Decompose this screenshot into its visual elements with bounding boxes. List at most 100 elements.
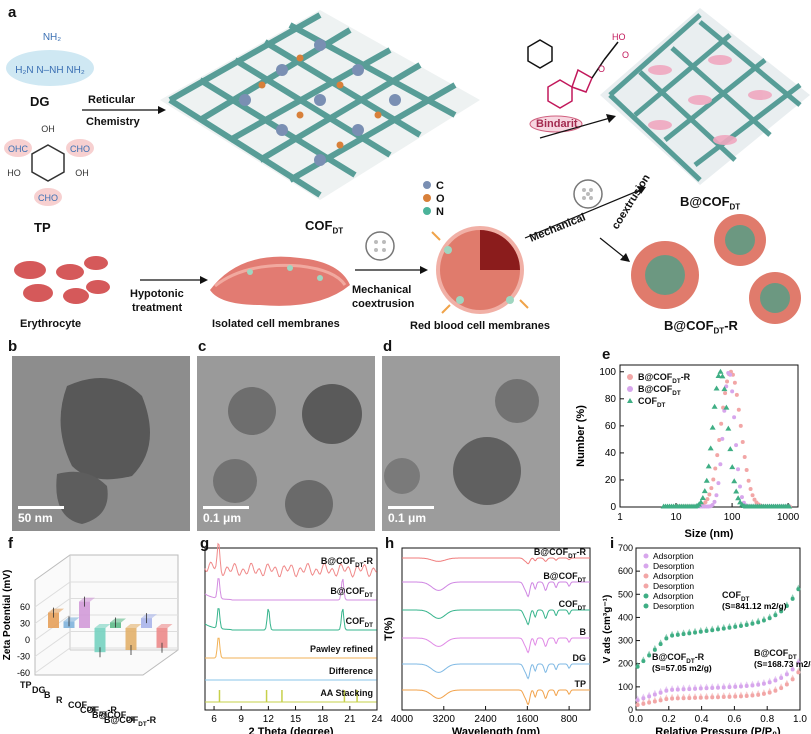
bar <box>79 601 90 628</box>
x-tick-label: 2400 <box>474 714 497 725</box>
data-point <box>732 415 737 420</box>
chart-e: 1 10 100 1000 0 20 40 60 80 100 Size (nm) Number (%… <box>575 364 800 540</box>
data-point <box>738 423 743 428</box>
data-point <box>719 373 726 379</box>
panel-label-i: i <box>610 535 615 552</box>
x-tick-label: 21 <box>344 714 356 725</box>
data-point <box>713 466 718 471</box>
series-label: DG <box>573 653 587 663</box>
data-point <box>641 693 646 698</box>
data-point <box>756 690 761 695</box>
category-label: COFDT <box>68 700 96 713</box>
data-point <box>703 500 708 505</box>
data-point <box>681 693 686 698</box>
series-line <box>402 689 590 706</box>
x-tick-label: 15 <box>290 714 302 725</box>
data-point <box>790 594 795 599</box>
x-tick-label: 1.0 <box>793 714 807 725</box>
data-point <box>670 630 675 635</box>
reticular-label: Reticular <box>88 94 136 106</box>
y-axis-label: V ads (cm³g⁻¹) <box>602 595 613 664</box>
chart-g: 6 9 12 15 18 21 24 2 Theta (degree) B@COFDT-R B@C… <box>204 542 383 734</box>
data-point <box>675 693 680 698</box>
data-point <box>750 493 755 498</box>
data-point <box>711 403 718 409</box>
chart-i: 0.0 0.2 0.4 0.6 0.8 1.0 0 100 200 300 400 500 600 700… <box>602 543 811 734</box>
data-point <box>652 689 657 694</box>
isolated-membranes <box>210 256 350 306</box>
data-point <box>734 392 739 397</box>
svg-text:CHO: CHO <box>38 193 58 203</box>
panel-label-g: g <box>200 535 210 552</box>
data-point <box>703 477 710 483</box>
erythrocyte-label: Erythrocyte <box>20 318 82 330</box>
legend-marker <box>627 398 633 403</box>
y-tick-label: 0 <box>628 705 633 715</box>
data-point <box>647 650 652 655</box>
data-point <box>730 389 735 394</box>
data-point <box>635 695 640 700</box>
data-point <box>720 436 725 441</box>
data-point <box>731 478 738 484</box>
legend-label: Adsorption <box>653 571 694 581</box>
x-tick-label: 6 <box>211 714 217 725</box>
legend-marker <box>643 593 649 599</box>
series-label: AA Stacking <box>320 688 373 698</box>
bar-top <box>94 624 111 628</box>
data-point <box>652 645 657 650</box>
data-point <box>705 463 712 469</box>
y-tick-label: 700 <box>618 543 633 553</box>
data-point <box>733 488 740 494</box>
series-line <box>402 581 590 598</box>
y-tick-label: 400 <box>618 612 633 622</box>
data-point <box>713 385 720 391</box>
data-point <box>727 446 734 452</box>
grid-line <box>34 631 71 657</box>
y-tick-label: 60 <box>605 421 617 432</box>
data-point <box>717 437 722 442</box>
data-point <box>716 624 720 629</box>
x-tick-label: 10 <box>670 512 682 523</box>
element-o-dot <box>423 194 431 202</box>
bar <box>125 628 137 650</box>
data-point <box>681 684 686 689</box>
data-point <box>738 621 743 626</box>
b-at-cof-framework <box>600 8 810 185</box>
y-tick-label: 80 <box>605 394 617 405</box>
data-point <box>687 628 692 633</box>
bar-top <box>79 597 95 602</box>
svg-text:O: O <box>622 50 629 60</box>
data-point <box>779 683 784 688</box>
series-line <box>402 663 590 680</box>
x-tick-label: 1000 <box>777 512 800 523</box>
data-point <box>723 391 728 396</box>
legend-marker <box>643 603 649 609</box>
data-point <box>739 495 744 500</box>
svg-text:HO: HO <box>612 32 626 42</box>
data-point <box>658 639 663 644</box>
series-line <box>402 637 590 654</box>
plot-frame <box>204 547 378 711</box>
data-point <box>734 443 739 448</box>
svg-text:HO: HO <box>7 168 21 178</box>
series-line <box>205 637 377 659</box>
b-cof-r-label: B@COFDT-R <box>664 318 738 336</box>
data-point <box>721 692 726 697</box>
data-point <box>721 623 726 628</box>
bar-top <box>156 624 173 628</box>
bar <box>94 628 106 653</box>
x-tick-label: 24 <box>371 714 383 725</box>
data-point <box>767 687 772 692</box>
x-tick-label: 100 <box>724 512 741 523</box>
data-point <box>716 481 721 486</box>
data-point <box>733 691 738 696</box>
data-point <box>721 386 728 392</box>
x-tick-label: 0.2 <box>662 714 676 725</box>
x-axis-label: Wavelength (nm) <box>452 726 541 734</box>
series-label: B@COFDT-R <box>321 556 374 569</box>
plot-frame <box>635 547 801 711</box>
data-point <box>711 477 716 482</box>
data-point <box>709 424 716 430</box>
svg-text:H₂N N–NH NH₂: H₂N N–NH NH₂ <box>15 65 85 76</box>
data-point <box>722 408 727 413</box>
